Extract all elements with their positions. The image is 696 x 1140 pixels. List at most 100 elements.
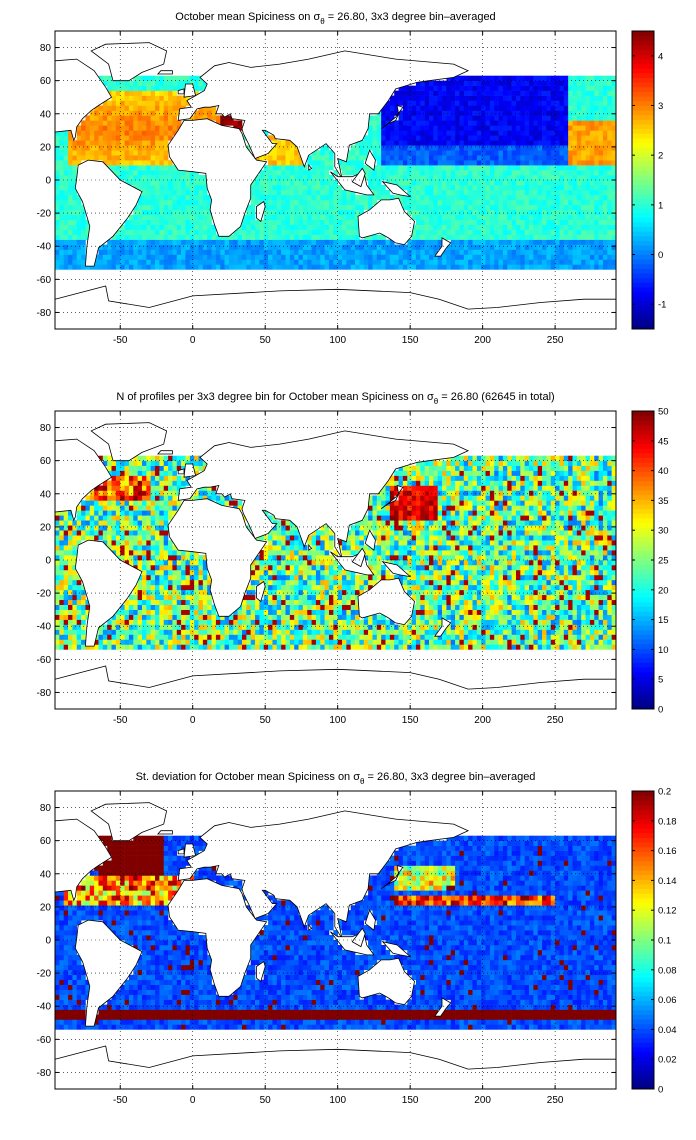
heatmap-cell [472,135,478,141]
heatmap-cell [189,639,195,645]
heatmap-cell [533,115,539,121]
heatmap-cell [307,234,312,240]
heatmap-cell [555,244,560,250]
heatmap-cell [507,259,512,265]
heatmap-cell [581,175,586,181]
heatmap-cell [337,264,343,270]
heatmap-cell [476,75,482,81]
heatmap-cell [55,165,60,171]
heatmap-cell [150,180,156,186]
heatmap-cell [128,105,134,111]
heatmap-cell [450,180,456,186]
heatmap-cell [472,120,478,126]
heatmap-cell [124,530,130,536]
landmass [364,149,376,171]
heatmap-cell [511,115,517,121]
heatmap-cell [502,229,508,235]
heatmap-cell [55,614,60,620]
heatmap-cell [211,485,217,491]
heatmap-cell [455,199,460,206]
heatmap-cell [450,209,456,216]
heatmap-cell [433,249,438,255]
heatmap-cell [155,264,160,270]
heatmap-cell [141,535,147,541]
heatmap-cell [202,224,208,230]
heatmap-cell [563,229,569,235]
heatmap-cell [442,224,447,230]
heatmap-cell [315,249,321,255]
heatmap-cell [598,100,604,106]
heatmap-cell [598,224,604,230]
heatmap-cell [502,75,508,81]
heatmap-cell [389,100,395,106]
heatmap-cell [429,120,434,126]
heatmap-cell [98,634,104,640]
heatmap-cell [346,254,352,260]
heatmap-cell [98,105,104,111]
heatmap-cell [315,199,321,206]
heatmap-cell [259,180,265,186]
heatmap-cell [172,90,178,96]
heatmap-cell [285,180,291,186]
heatmap-cell [328,249,334,255]
heatmap-cell [294,204,299,211]
heatmap-cell [389,259,395,265]
heatmap-cell [446,214,452,221]
heatmap-cell [120,259,125,265]
heatmap-cell [133,530,138,536]
heatmap-cell [111,110,117,116]
heatmap-cell [159,189,165,196]
heatmap-cell [485,105,491,111]
heatmap-cell [237,259,243,265]
heatmap-cell [120,90,125,96]
heatmap-cell [259,259,265,265]
heatmap-cell [598,239,604,245]
heatmap-cell [394,105,399,111]
heatmap-cell [307,244,312,250]
heatmap-cell [155,505,160,511]
heatmap-cell [450,175,456,181]
colorbar-step [632,273,654,279]
heatmap-cell [255,184,260,191]
heatmap-cell [468,234,473,240]
heatmap-cell [468,85,473,91]
heatmap-cell [481,105,486,111]
heatmap-cell [294,224,299,230]
heatmap-cell [272,180,278,186]
heatmap-cell [168,135,173,141]
heatmap-cell [185,584,191,591]
heatmap-cell [602,214,608,221]
heatmap-cell [476,229,482,235]
heatmap-cell [137,560,143,566]
heatmap-cell [524,135,530,141]
heatmap-cell [115,130,121,136]
heatmap-cell [120,170,125,176]
heatmap-cell [259,189,265,196]
heatmap-cell [611,234,617,240]
heatmap-cell [124,155,130,161]
heatmap-cell [346,224,352,230]
heatmap-cell [250,264,256,270]
heatmap-cell [381,264,386,270]
heatmap-cell [328,224,334,230]
heatmap-cell [346,155,352,161]
heatmap-cell [124,460,130,466]
heatmap-cell [298,254,304,260]
heatmap-cell [607,229,612,235]
heatmap-cell [472,170,478,176]
heatmap-cell [176,599,182,605]
heatmap-cell [133,229,138,235]
heatmap-cell [285,244,291,250]
heatmap-cell [172,644,178,650]
heatmap-cell [115,100,121,106]
heatmap-cell [563,75,569,81]
heatmap-cell [502,254,508,260]
heatmap-cell [498,155,504,161]
heatmap-cell [502,160,508,166]
heatmap-cell [481,234,486,240]
heatmap-cell [472,234,478,240]
heatmap-cell [520,125,525,131]
heatmap-cell [576,100,582,106]
heatmap-cell [594,259,599,265]
heatmap-cell [176,254,182,260]
